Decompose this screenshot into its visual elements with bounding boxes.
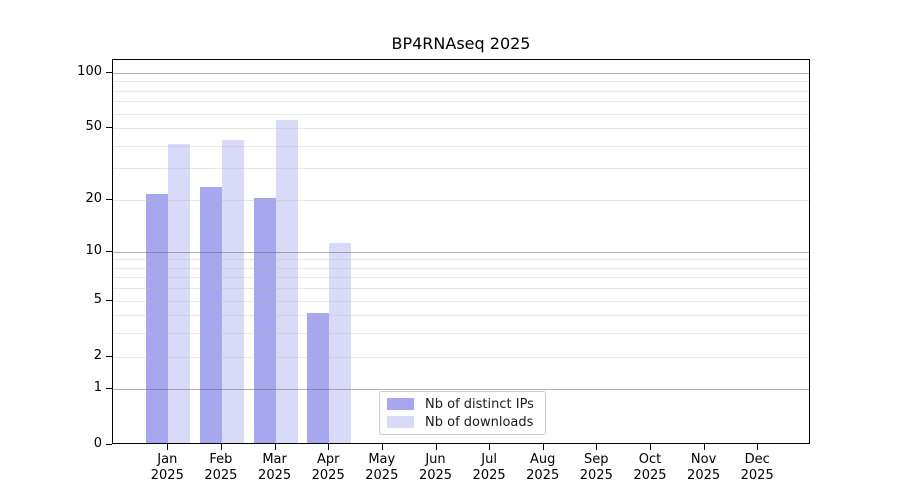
y-tick-label: 100 xyxy=(77,64,102,79)
x-axis-tick xyxy=(274,444,276,450)
y-tick-label: 50 xyxy=(85,119,102,135)
x-tick-label: Mar 2025 xyxy=(258,452,292,483)
y-gridline-minor xyxy=(113,277,809,279)
bar-downloads xyxy=(221,139,244,443)
y-axis-tick xyxy=(106,299,112,301)
x-axis-tick xyxy=(220,444,222,450)
y-gridline-minor xyxy=(113,101,809,103)
bar-distinct-ips xyxy=(146,193,169,443)
y-gridline-major xyxy=(113,251,809,253)
y-gridline-minor xyxy=(113,259,809,261)
y-gridline-minor xyxy=(113,168,809,170)
y-axis-tick xyxy=(106,127,112,129)
bar-downloads xyxy=(329,242,352,443)
x-tick-label: Jun 2025 xyxy=(418,452,453,483)
y-axis-tick xyxy=(106,198,112,200)
legend-label-distinct-ips: Nb of distinct IPs xyxy=(425,396,534,412)
y-tick-label: 1 xyxy=(93,380,102,396)
legend-label-downloads: Nb of downloads xyxy=(425,414,534,430)
y-tick-label: 20 xyxy=(85,190,102,206)
x-tick-label: Sep 2025 xyxy=(579,452,613,483)
x-tick-label: Nov 2025 xyxy=(687,452,721,483)
x-axis-tick xyxy=(328,444,330,450)
x-tick-label: Dec 2025 xyxy=(740,452,774,483)
y-axis-tick xyxy=(106,388,112,390)
legend-item-distinct-ips: Nb of distinct IPs xyxy=(387,397,537,412)
bar-distinct-ips xyxy=(253,197,276,443)
x-tick-label: Apr 2025 xyxy=(311,452,345,483)
x-axis-tick xyxy=(542,444,544,450)
y-tick-label: 2 xyxy=(93,347,102,363)
chart-title: BP4RNAseq 2025 xyxy=(391,34,531,53)
y-tick-label: 10 xyxy=(85,242,102,258)
x-axis-tick xyxy=(167,444,169,450)
y-gridline-minor xyxy=(113,267,809,269)
y-gridline-minor xyxy=(113,300,809,302)
y-gridline-minor xyxy=(113,288,809,290)
y-axis-tick xyxy=(106,72,112,73)
y-axis-tick xyxy=(106,355,112,357)
legend: Nb of distinct IPs Nb of downloads xyxy=(379,391,546,435)
legend-item-downloads: Nb of downloads xyxy=(387,415,537,430)
y-tick-label: 0 xyxy=(93,436,102,451)
y-gridline-major xyxy=(113,73,809,74)
x-tick-label: May 2025 xyxy=(365,452,399,483)
y-gridline-minor xyxy=(113,145,809,147)
x-tick-label: Oct 2025 xyxy=(633,452,667,483)
y-axis-tick xyxy=(106,444,112,445)
x-axis-tick xyxy=(757,444,759,450)
x-axis-tick xyxy=(703,444,705,450)
x-axis-tick xyxy=(381,444,383,450)
x-tick-label: Jan 2025 xyxy=(150,452,184,483)
plot-area xyxy=(112,59,810,444)
bar-downloads xyxy=(275,120,298,443)
y-gridline-minor xyxy=(113,90,809,92)
legend-swatch-distinct-ips xyxy=(387,398,414,410)
x-axis-tick xyxy=(596,444,598,450)
y-axis-tick xyxy=(106,250,112,252)
y-gridline-minor xyxy=(113,113,809,115)
x-axis-tick xyxy=(489,444,491,450)
bar-distinct-ips xyxy=(307,313,330,443)
bar-distinct-ips xyxy=(199,186,222,443)
bar-downloads xyxy=(168,143,191,443)
y-tick-label: 5 xyxy=(93,291,102,307)
y-gridline-minor xyxy=(113,356,809,358)
y-gridline-minor xyxy=(113,315,809,317)
x-axis-tick xyxy=(650,444,651,450)
x-axis-tick xyxy=(435,444,437,450)
x-tick-label: Aug 2025 xyxy=(526,452,560,483)
y-gridline-minor xyxy=(113,128,809,130)
y-gridline-minor xyxy=(113,81,809,83)
legend-swatch-downloads xyxy=(387,416,414,428)
x-tick-label: Jul 2025 xyxy=(472,452,506,483)
x-tick-label: Feb 2025 xyxy=(204,452,238,483)
y-gridline-minor xyxy=(113,199,809,201)
y-gridline-major xyxy=(113,389,809,391)
y-gridline-minor xyxy=(113,333,809,335)
